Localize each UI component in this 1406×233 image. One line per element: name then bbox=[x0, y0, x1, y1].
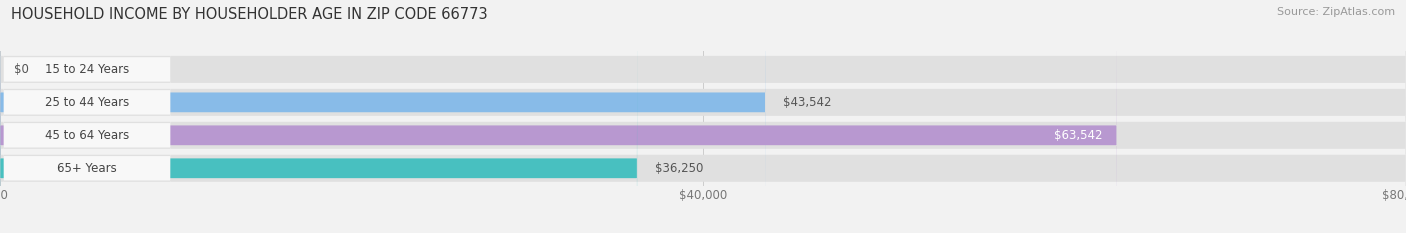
Text: 65+ Years: 65+ Years bbox=[58, 162, 117, 175]
Text: 45 to 64 Years: 45 to 64 Years bbox=[45, 129, 129, 142]
FancyBboxPatch shape bbox=[0, 0, 1116, 233]
FancyBboxPatch shape bbox=[0, 0, 765, 233]
Text: Source: ZipAtlas.com: Source: ZipAtlas.com bbox=[1277, 7, 1395, 17]
Text: $36,250: $36,250 bbox=[655, 162, 703, 175]
Text: $63,542: $63,542 bbox=[1054, 129, 1102, 142]
FancyBboxPatch shape bbox=[0, 0, 637, 233]
FancyBboxPatch shape bbox=[3, 0, 170, 233]
Text: $0: $0 bbox=[14, 63, 30, 76]
Text: $43,542: $43,542 bbox=[783, 96, 831, 109]
Text: 15 to 24 Years: 15 to 24 Years bbox=[45, 63, 129, 76]
FancyBboxPatch shape bbox=[3, 0, 170, 233]
Text: 25 to 44 Years: 25 to 44 Years bbox=[45, 96, 129, 109]
FancyBboxPatch shape bbox=[3, 0, 170, 233]
Text: HOUSEHOLD INCOME BY HOUSEHOLDER AGE IN ZIP CODE 66773: HOUSEHOLD INCOME BY HOUSEHOLDER AGE IN Z… bbox=[11, 7, 488, 22]
FancyBboxPatch shape bbox=[3, 0, 170, 233]
